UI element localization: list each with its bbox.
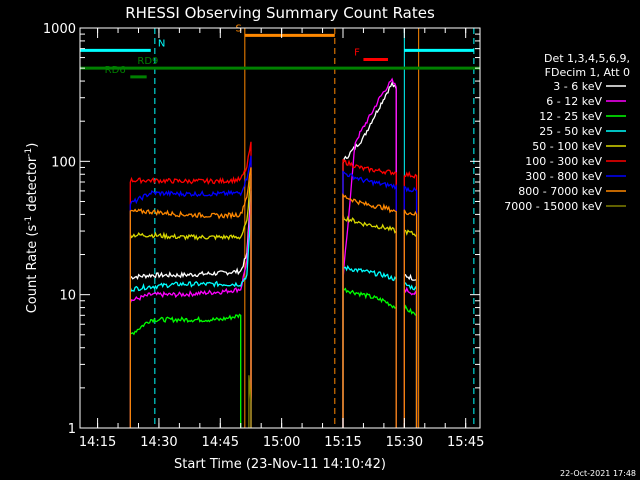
series-line-2-seg-1 xyxy=(342,287,397,428)
series-line-2-seg-2 xyxy=(403,304,418,428)
legend-entry-label: 3 - 6 keV xyxy=(553,80,602,93)
series-line-3-seg-0 xyxy=(129,214,252,428)
series-line-2-seg-0 xyxy=(129,313,242,428)
x-tick-label: 15:45 xyxy=(447,435,484,450)
series-line-8-seg-0 xyxy=(248,375,252,428)
x-tick-label: 15:30 xyxy=(386,435,423,450)
x-tick-label: 14:15 xyxy=(79,435,116,450)
legend: Det 1,3,4,5,6,9,FDecim 1, Att 03 - 6 keV… xyxy=(504,52,630,213)
x-tick-label: 14:30 xyxy=(140,435,177,450)
flag-label-f: F xyxy=(354,48,360,59)
series-line-0-seg-2 xyxy=(403,273,418,428)
series-line-1-seg-2 xyxy=(403,286,418,428)
legend-entry-label: 25 - 50 keV xyxy=(539,125,602,138)
series-line-1-seg-0 xyxy=(129,201,252,428)
series-line-6-seg-0 xyxy=(129,155,252,428)
y-tick-label: 1000 xyxy=(43,22,76,37)
x-tick-label: 15:00 xyxy=(263,435,300,450)
series-line-3-seg-1 xyxy=(342,264,397,428)
x-tick-label: 15:15 xyxy=(324,435,361,450)
y-tick-label: 1 xyxy=(68,422,76,437)
series-line-5-seg-1 xyxy=(342,158,397,428)
series-line-4-seg-0 xyxy=(129,174,252,428)
footer-timestamp: 22-Oct-2021 17:48 xyxy=(560,469,636,478)
y-tick-label: 100 xyxy=(51,155,76,170)
flag-label-s: S xyxy=(236,23,242,34)
series-line-4-seg-1 xyxy=(342,214,397,428)
series-line-1-seg-1 xyxy=(342,77,397,428)
legend-entry-label: 50 - 100 keV xyxy=(532,140,602,153)
series-line-0-seg-1 xyxy=(342,81,397,428)
y-axis-label: Count Rate (s-1 detector-1) xyxy=(24,143,40,314)
series-line-6-seg-1 xyxy=(342,170,397,428)
legend-entry-label: 6 - 12 keV xyxy=(546,95,602,108)
series-line-7-seg-0 xyxy=(129,167,252,428)
x-axis-label: Start Time (23-Nov-11 14:10:42) xyxy=(174,457,386,472)
plot-marks: N S F RD9 RD6 xyxy=(80,23,480,428)
legend-header-line: FDecim 1, Att 0 xyxy=(545,66,630,79)
legend-entry-label: 300 - 800 keV xyxy=(525,170,602,183)
x-tick-label: 14:45 xyxy=(202,435,239,450)
series-line-3-seg-2 xyxy=(403,281,418,428)
flag-label-n: N xyxy=(158,38,165,49)
chart-title: RHESSI Observing Summary Count Rates xyxy=(125,4,435,22)
legend-entry-label: 12 - 25 keV xyxy=(539,110,602,123)
plot-frame xyxy=(79,27,481,429)
series-line-4-seg-2 xyxy=(403,229,418,428)
legend-header-line: Det 1,3,4,5,6,9, xyxy=(544,52,630,65)
series-line-7-seg-2 xyxy=(403,209,418,428)
series-line-0-seg-0 xyxy=(129,190,252,428)
series-line-7-seg-1 xyxy=(342,192,397,428)
flag-label-rd6: RD6 xyxy=(105,65,126,76)
flag-label-rd9: RD9 xyxy=(137,56,158,67)
series-line-5-seg-2 xyxy=(403,170,418,428)
legend-entry-label: 100 - 300 keV xyxy=(525,155,602,168)
legend-entry-label: 7000 - 15000 keV xyxy=(504,200,602,213)
series-line-5-seg-0 xyxy=(129,141,252,428)
y-tick-label: 10 xyxy=(59,289,76,304)
plot-axes: 1 10 100 1000 14:15 14:30 14:45 15:00 15:15 15:30… xyxy=(43,22,485,450)
series-line-6-seg-2 xyxy=(403,185,418,428)
legend-entry-label: 800 - 7000 keV xyxy=(518,185,602,198)
